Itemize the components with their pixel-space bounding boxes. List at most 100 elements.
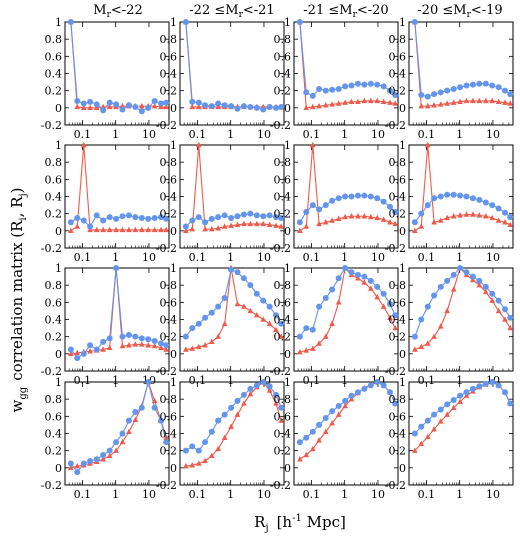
y-tick-label: 0.4	[160, 314, 178, 327]
blue-point	[335, 403, 342, 410]
series-red-line	[185, 144, 282, 232]
red-point	[119, 438, 126, 445]
blue-point	[182, 223, 189, 230]
red-point	[195, 141, 202, 148]
red-point	[151, 226, 158, 233]
blue-point	[348, 82, 355, 89]
x-tick-label: 1	[227, 251, 234, 264]
blue-point	[303, 325, 310, 332]
red-point	[303, 347, 310, 353]
y-tick-label: 0.6	[160, 410, 178, 423]
blue-point	[303, 89, 310, 96]
red-point	[74, 223, 81, 229]
red-point	[202, 457, 208, 464]
panel-r4-c2: -0.2 0 0.2 0.4 0.6 0.8 1 0.1 1 10	[156, 376, 285, 501]
y-tick-label: 0.6	[45, 410, 63, 423]
blue-point	[273, 391, 280, 398]
red-point	[163, 103, 170, 110]
y-tick-label: 0.2	[389, 331, 407, 344]
red-point	[303, 223, 310, 229]
x-tick-label: 0.1	[189, 251, 207, 264]
blue-point	[106, 214, 113, 221]
blue-point	[266, 383, 273, 390]
blue-point	[228, 214, 235, 221]
red-point	[254, 220, 260, 227]
red-point	[139, 226, 145, 233]
blue-point	[74, 97, 81, 104]
blue-point	[145, 336, 152, 343]
blue-point	[93, 212, 100, 219]
series-red-line	[414, 144, 511, 232]
blue-point	[303, 434, 310, 441]
blue-point	[113, 265, 120, 271]
blue-point	[138, 108, 145, 115]
red-point	[387, 219, 393, 225]
red-point	[273, 222, 279, 228]
blue-point	[67, 460, 74, 467]
y-tick-label: 0.6	[45, 296, 63, 309]
blue-point	[361, 81, 368, 88]
x-tick-label: 0.1	[303, 251, 321, 264]
red-point	[254, 312, 260, 318]
blue-point	[387, 203, 394, 210]
blue-point	[469, 385, 476, 392]
blue-point	[450, 397, 457, 404]
red-point	[502, 219, 508, 225]
blue-point	[380, 83, 387, 90]
blue-point	[437, 283, 444, 290]
red-point	[470, 97, 476, 104]
panel-r1-c2: -0.2 0 0.2 0.4 0.6 0.8 1 0.1 1 10	[156, 16, 285, 141]
blue-point	[450, 271, 457, 278]
y-tick-label: 1	[284, 16, 291, 29]
y-tick-label: 0	[55, 348, 62, 361]
x-tick-label: 10	[486, 488, 500, 501]
blue-point	[374, 379, 381, 385]
blue-point	[100, 107, 107, 114]
red-point	[342, 99, 348, 105]
series-red-line	[299, 381, 396, 460]
blue-point	[113, 101, 120, 108]
blue-point	[342, 397, 349, 404]
column-title-4: -20 ≤Mr<-19	[417, 3, 502, 20]
red-point	[309, 141, 316, 148]
series-blue-line	[70, 381, 167, 474]
y-tick-label: -0.2	[156, 119, 177, 132]
red-point	[502, 316, 508, 322]
red-point	[424, 340, 431, 346]
blue-point	[392, 208, 399, 215]
blue-point	[273, 312, 280, 319]
blue-point	[463, 193, 470, 200]
red-point	[335, 299, 342, 305]
y-tick-label: 1	[170, 139, 177, 152]
red-point	[450, 99, 457, 105]
red-point	[247, 390, 254, 397]
y-tick-label: 1	[399, 376, 406, 389]
red-point	[368, 97, 374, 104]
red-point	[113, 226, 119, 233]
blue-point	[93, 456, 100, 463]
blue-point	[132, 333, 139, 340]
red-point	[431, 333, 437, 339]
red-point	[316, 220, 322, 227]
x-tick-label: 1	[341, 488, 348, 501]
blue-point	[278, 103, 285, 110]
blue-point	[329, 286, 336, 293]
blue-point	[202, 102, 209, 109]
blue-point	[266, 103, 273, 110]
blue-point	[208, 309, 215, 316]
y-tick-label: 0.6	[160, 50, 178, 63]
red-point	[195, 460, 202, 466]
blue-point	[450, 85, 457, 92]
blue-point	[476, 383, 483, 390]
blue-point	[240, 275, 247, 282]
blue-point	[228, 103, 235, 110]
blue-point	[253, 382, 260, 389]
panel-r1-c3: -0.2 0 0.2 0.4 0.6 0.8 1 0.1 1 10	[270, 16, 399, 141]
y-tick-label: 0	[399, 348, 406, 361]
panel-frame	[293, 267, 399, 372]
red-point	[93, 226, 100, 233]
y-tick-label: 0.6	[274, 296, 292, 309]
column-title-3: -21 ≤Mr<-20	[303, 3, 388, 20]
x-tick-label: 1	[456, 128, 463, 141]
